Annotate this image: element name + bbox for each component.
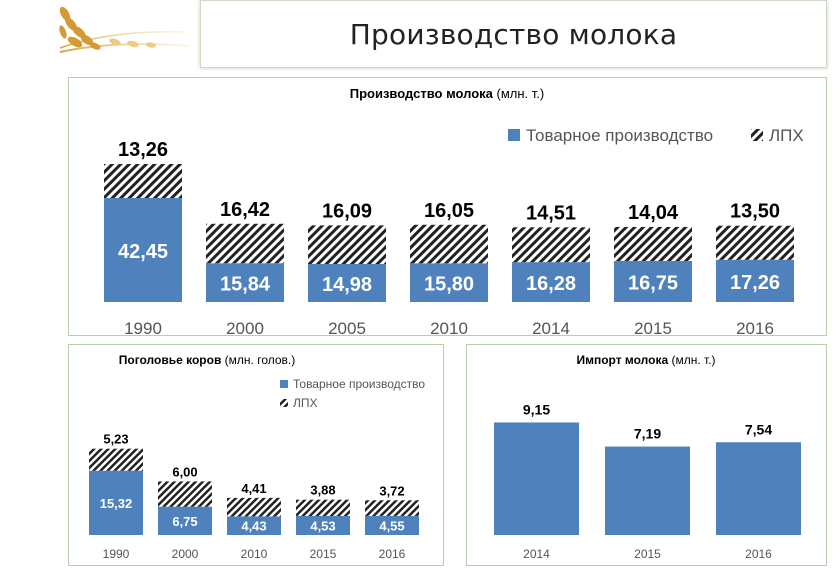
label-lph-2000: 6,00 [172, 464, 197, 479]
bar-lph-1990 [89, 448, 143, 471]
label-tovar-2015: 16,75 [628, 272, 678, 294]
label-lph-1990: 5,23 [103, 432, 128, 447]
label-tovar-1990: 15,32 [100, 496, 133, 511]
label-import-2015: 7,19 [634, 426, 661, 442]
x-tick-2005: 2005 [328, 319, 366, 335]
wheat-decoration-icon [59, 6, 191, 53]
bar-lph-2014 [512, 227, 590, 263]
label-lph-2016: 3,72 [379, 483, 404, 498]
page-title: Производство молока [349, 17, 678, 51]
import-chart-panel: Импорт молока (млн. т.) 9,15 2014 7,19 2015 7… [466, 344, 827, 566]
x-tick-2014: 2014 [532, 319, 570, 335]
label-lph-2000: 16,42 [220, 199, 270, 221]
production-chart: Производство молока (млн. т.) Товарное пр… [104, 86, 804, 338]
bar-tovar-2014 [512, 262, 590, 302]
label-lph-2010: 16,05 [424, 200, 474, 222]
chart-title: Производство молока (млн. т.) [350, 86, 544, 101]
legend-lph-swatch [751, 129, 763, 141]
bar-tovar-2005 [308, 264, 386, 302]
x-tick-2016: 2016 [745, 547, 772, 561]
bar-lph-2016 [716, 225, 794, 260]
x-tick-1990: 1990 [103, 547, 130, 561]
label-lph-2015: 14,04 [628, 202, 679, 224]
label-lph-2010: 4,41 [241, 481, 266, 496]
bar-lph-1990 [104, 163, 182, 198]
label-lph-2014: 14,51 [526, 202, 576, 224]
bar-tovar-2000 [206, 263, 284, 302]
label-lph-2016: 13,50 [730, 201, 780, 223]
legend-tovar-swatch [280, 380, 288, 388]
label-lph-2005: 16,09 [322, 200, 372, 222]
bar-tovar-2015 [614, 260, 692, 302]
bar-tovar-1990 [89, 470, 143, 535]
label-tovar-2014: 16,28 [526, 273, 576, 295]
legend-tovar-label: Товарное производство [293, 377, 425, 391]
bar-lph-2010 [410, 224, 488, 264]
bar-lph-2015 [296, 499, 350, 516]
bar-lph-2000 [206, 223, 284, 264]
label-tovar-2016: 4,55 [379, 518, 404, 533]
label-tovar-2010: 4,43 [241, 519, 266, 534]
bar-import-2016 [716, 442, 801, 535]
x-tick-2015: 2015 [310, 547, 337, 561]
label-tovar-2005: 14,98 [322, 274, 372, 296]
label-tovar-2000: 15,84 [220, 274, 271, 296]
label-lph-2015: 3,88 [310, 483, 335, 498]
x-tick-2014: 2014 [523, 547, 550, 561]
label-tovar-1990: 42,45 [118, 241, 168, 263]
legend-lph-swatch [280, 399, 288, 407]
x-tick-2016: 2016 [736, 319, 774, 335]
bar-lph-2005 [308, 225, 386, 264]
legend-lph-label: ЛПХ [293, 396, 318, 410]
label-import-2014: 9,15 [523, 401, 550, 417]
x-tick-2000: 2000 [172, 547, 199, 561]
bar-tovar-2016 [365, 515, 419, 535]
legend-tovar-label: Товарное производство [526, 126, 713, 145]
bar-lph-2000 [158, 481, 212, 507]
bar-lph-2010 [227, 497, 281, 517]
bar-lph-2015 [614, 226, 692, 261]
x-tick-2016: 2016 [379, 547, 406, 561]
bar-tovar-2000 [158, 506, 212, 535]
bar-import-2014 [494, 422, 579, 535]
bar-import-2015 [605, 446, 690, 535]
cows-chart-panel: Поголовье коров (млн. голов.) Товарное пр… [68, 344, 444, 566]
x-tick-2010: 2010 [241, 547, 268, 561]
bar-tovar-2010 [227, 516, 281, 535]
label-tovar-2010: 15,80 [424, 274, 474, 296]
label-lph-1990: 13,26 [118, 139, 168, 161]
bar-tovar-1990 [104, 197, 182, 302]
chart-title: Импорт молока (млн. т.) [576, 353, 715, 367]
page-title-box: Производство молока [200, 0, 827, 68]
cows-chart: Поголовье коров (млн. голов.) Товарное пр… [89, 353, 425, 561]
x-tick-1990: 1990 [124, 319, 162, 335]
legend-tovar-swatch [508, 129, 520, 141]
bar-lph-2016 [365, 500, 419, 516]
bar-tovar-2010 [410, 263, 488, 302]
x-tick-2015: 2015 [634, 547, 661, 561]
x-tick-2000: 2000 [226, 319, 264, 335]
bar-tovar-2016 [716, 259, 794, 302]
label-tovar-2000: 6,75 [172, 514, 197, 529]
x-tick-2010: 2010 [430, 319, 468, 335]
label-import-2016: 7,54 [745, 421, 772, 437]
bar-tovar-2015 [296, 515, 350, 535]
x-tick-2015: 2015 [634, 319, 672, 335]
import-chart: Импорт молока (млн. т.) 9,15 2014 7,19 2015 7… [494, 353, 801, 561]
legend-lph-label: ЛПХ [769, 126, 804, 145]
chart-title: Поголовье коров (млн. голов.) [119, 353, 296, 367]
label-tovar-2016: 17,26 [730, 272, 780, 294]
production-chart-panel: Производство молока (млн. т.) Товарное пр… [68, 77, 827, 338]
label-tovar-2015: 4,53 [310, 518, 335, 533]
